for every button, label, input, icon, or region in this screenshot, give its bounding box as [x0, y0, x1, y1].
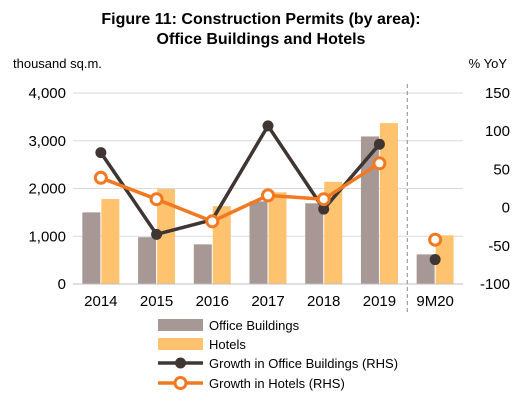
right-tick-label: 0 — [502, 200, 510, 217]
legend-swatch-office — [158, 319, 203, 331]
office-growth-point — [318, 203, 330, 215]
bar-office — [82, 212, 101, 284]
hotels-growth-point — [316, 192, 331, 207]
bar-office — [305, 203, 324, 284]
right-tick-label: 50 — [493, 161, 510, 178]
hotels-growth-point — [205, 214, 220, 229]
right-axis-label: % YoY — [469, 56, 508, 71]
x-tick-label: 2017 — [251, 293, 284, 310]
legend-marker — [173, 376, 188, 390]
left-axis-label: thousand sq.m. — [13, 56, 102, 71]
hotels-growth-line — [100, 161, 381, 224]
right-tick-label: -50 — [488, 238, 510, 255]
left-tick-label: 4,000 — [28, 85, 66, 102]
office-growth-point — [373, 138, 385, 150]
office-growth-line — [99, 124, 381, 237]
bar-hotels — [157, 188, 176, 284]
hotels-growth-point — [428, 232, 443, 247]
right-tick-label: -100 — [480, 276, 510, 293]
bar-office — [249, 201, 268, 284]
legend-label: Hotels — [209, 337, 246, 352]
hotels-growth-point — [149, 192, 164, 207]
bar-office — [193, 244, 212, 284]
left-tick-label: 1,000 — [28, 228, 66, 245]
left-tick-label: 2,000 — [28, 181, 66, 198]
right-tick-label: 100 — [485, 123, 510, 140]
legend-marker — [175, 357, 186, 369]
office-growth-point — [95, 147, 107, 159]
x-tick-label: 2016 — [196, 293, 229, 310]
office-growth-point — [262, 120, 274, 132]
x-tick-label: 2018 — [307, 293, 340, 310]
legend-label: Growth in Hotels (RHS) — [209, 376, 345, 391]
legend-swatch-hotels — [158, 338, 203, 350]
x-tick-label: 2014 — [84, 293, 117, 310]
x-tick-label: 2015 — [140, 293, 173, 310]
x-tick-label: 9M20 — [416, 293, 454, 310]
left-tick-label: 0 — [58, 276, 66, 293]
legend-label: Growth in Office Buildings (RHS) — [209, 356, 398, 371]
bar-hotels — [435, 235, 454, 284]
hotels-growth-point — [261, 188, 275, 203]
bar-hotels — [268, 192, 287, 284]
bar-office — [138, 237, 157, 284]
right-tick-label: 150 — [485, 85, 510, 102]
hotels-growth-point — [93, 170, 108, 185]
left-tick-label: 3,000 — [28, 133, 66, 150]
legend-label: Office Buildings — [209, 318, 300, 333]
office-growth-point — [151, 228, 163, 240]
hotels-growth-point — [372, 156, 387, 171]
chart-title-line-2: Office Buildings and Hotels — [156, 31, 366, 48]
bar-hotels — [101, 199, 120, 284]
office-growth-point — [429, 254, 441, 266]
x-tick-label: 2019 — [363, 293, 396, 310]
chart-title-line-1: Figure 11: Construction Permits (by area… — [101, 11, 421, 28]
